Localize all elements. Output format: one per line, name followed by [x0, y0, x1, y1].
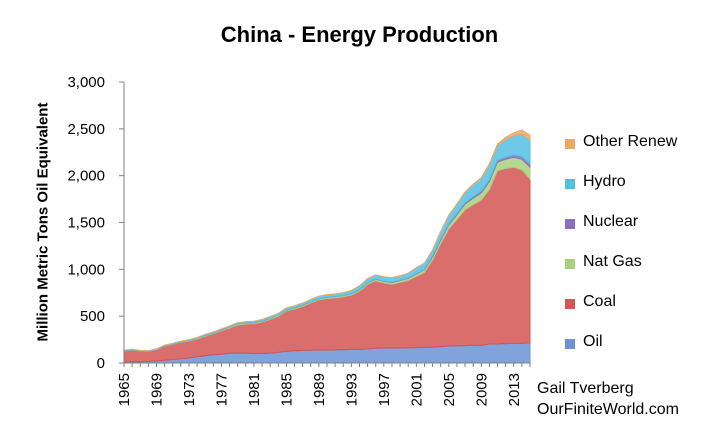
x-tick-label: 1973	[181, 373, 198, 406]
legend-label: Coal	[583, 293, 616, 310]
axes-group	[119, 81, 531, 367]
y-tick-labels: 0 500 1,000 1,500 2,000 2,500 3,000	[67, 74, 105, 372]
legend-label: Oil	[583, 333, 603, 350]
x-tick-label: 1965	[116, 373, 133, 406]
legend-label: Hydro	[583, 173, 626, 190]
x-tick-label: 1997	[376, 373, 393, 406]
credit-block: Gail Tverberg OurFiniteWorld.com	[537, 378, 679, 420]
legend-swatch	[565, 219, 575, 229]
y-tick-label: 2,000	[67, 168, 105, 185]
legend-swatch	[565, 139, 575, 149]
legend-swatch	[565, 339, 575, 349]
x-tick-label: 2005	[441, 373, 458, 406]
y-tick-label: 3,000	[67, 74, 105, 91]
credit-author: Gail Tverberg	[537, 380, 634, 397]
x-tick-label: 1977	[213, 373, 230, 406]
legend-label: Other Renew	[583, 133, 678, 150]
x-tick-label: 2001	[408, 373, 425, 406]
chart-title: China - Energy Production	[220, 22, 499, 47]
area-other-renew	[123, 129, 531, 352]
y-tick-label: 1,500	[67, 215, 105, 232]
x-tick-label: 1981	[246, 373, 263, 406]
area-series-group	[123, 129, 531, 364]
x-tick-label: 1985	[278, 373, 295, 406]
legend-swatch	[565, 179, 575, 189]
legend-swatch	[565, 259, 575, 269]
legend-swatch	[565, 299, 575, 309]
legend-label: Nat Gas	[583, 253, 642, 270]
y-tick-label: 2,500	[67, 121, 105, 138]
x-tick-label: 2009	[473, 373, 490, 406]
y-tick-label: 1,000	[67, 261, 105, 278]
credit-website: OurFiniteWorld.com	[537, 401, 679, 418]
y-tick-label: 500	[80, 308, 105, 325]
x-tick-label: 2013	[506, 373, 523, 406]
x-tick-label: 1989	[311, 373, 328, 406]
x-tick-label: 1969	[148, 373, 165, 406]
x-tick-label: 1993	[343, 373, 360, 406]
y-tick-label: 0	[97, 355, 105, 372]
x-tick-labels: 1965 1969 1973 1977 1981 1985 1989 1993 1997 2001…	[116, 373, 523, 406]
legend-label: Nuclear	[583, 213, 639, 230]
